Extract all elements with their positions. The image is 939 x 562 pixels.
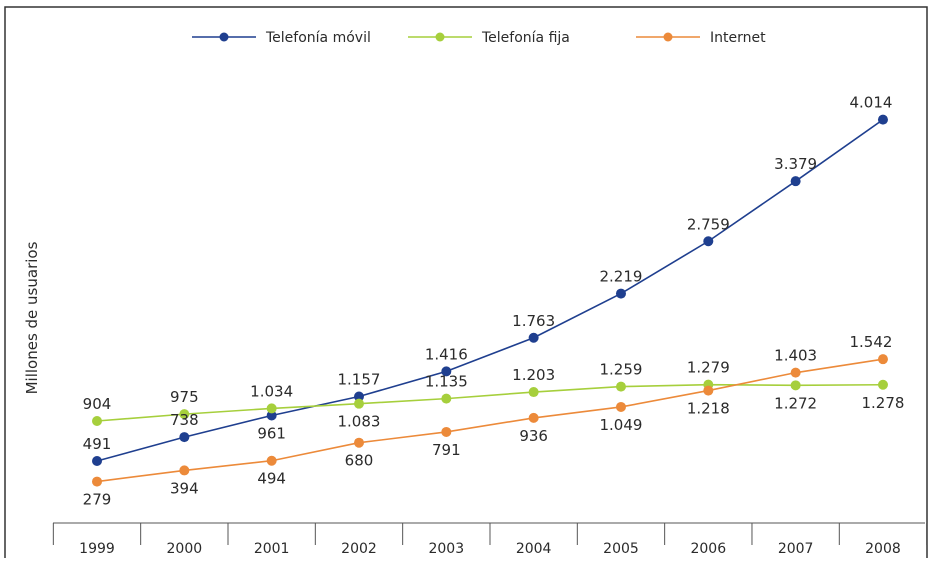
x-tick-label: 2008: [865, 541, 901, 557]
data-label: 961: [257, 424, 286, 442]
data-point: [877, 354, 888, 365]
data-point: [703, 236, 714, 247]
data-point: [615, 401, 626, 412]
data-point: [179, 432, 190, 443]
data-label: 791: [432, 441, 461, 459]
chart-border: [4, 6, 928, 562]
data-point: [92, 416, 102, 427]
data-point: [790, 380, 801, 391]
data-point: [441, 426, 452, 437]
legend-item: Internet: [636, 30, 766, 46]
x-tick-label: 2001: [254, 541, 290, 557]
x-tick-label: 2000: [167, 541, 203, 557]
data-point: [179, 465, 190, 476]
data-label: 491: [83, 435, 112, 453]
data-point: [92, 456, 102, 467]
legend-item: Telefonía móvil: [192, 30, 371, 46]
x-tick-label: 2005: [603, 541, 639, 557]
data-label: 1.049: [600, 416, 643, 434]
series-line: [96, 358, 884, 483]
data-label: 1.272: [774, 394, 817, 412]
data-point: [179, 409, 190, 420]
data-point: [441, 366, 452, 377]
series-group: [92, 354, 888, 487]
data-point: [877, 379, 888, 390]
series-group: [92, 379, 888, 427]
x-tick-label: 2004: [516, 541, 552, 557]
data-point: [441, 393, 452, 404]
data-label: 1.083: [338, 413, 381, 431]
data-point: [877, 114, 888, 125]
x-tick-label: 1999: [79, 541, 115, 557]
data-label: 4.014: [849, 94, 892, 112]
series-line: [96, 383, 883, 422]
data-label: 1.034: [250, 382, 293, 400]
data-label: 936: [519, 427, 548, 445]
data-point: [703, 385, 714, 396]
data-label: 1.403: [774, 347, 817, 365]
legend-marker: [219, 32, 229, 42]
legend-label: Internet: [710, 30, 766, 46]
data-point: [528, 412, 539, 423]
data-label: 1.278: [861, 394, 904, 412]
data-point: [353, 391, 364, 402]
data-point: [353, 398, 364, 409]
data-label: 1.135: [425, 373, 468, 391]
series-line: [96, 118, 884, 462]
data-label: 1.157: [338, 370, 381, 388]
data-point: [790, 176, 801, 187]
data-point: [353, 437, 364, 448]
data-label: 1.279: [687, 359, 730, 377]
x-tick-label: 2003: [428, 541, 464, 557]
legend-marker: [663, 32, 673, 42]
data-point: [528, 387, 539, 398]
data-point: [266, 403, 277, 414]
data-label: 394: [170, 479, 199, 497]
y-axis-title: Millones de usuarios: [23, 241, 41, 394]
data-label: 1.203: [512, 366, 555, 384]
data-label: 1.218: [687, 400, 730, 418]
series-group: [92, 114, 888, 467]
data-point: [528, 332, 539, 343]
x-tick-label: 2006: [690, 541, 726, 557]
legend-marker: [435, 32, 445, 42]
data-point: [92, 476, 102, 487]
x-tick-label: 2007: [778, 541, 814, 557]
data-label: 738: [170, 411, 199, 429]
data-point: [790, 367, 801, 378]
legend-label: Telefonía móvil: [265, 30, 371, 46]
x-tick-label: 2002: [341, 541, 377, 557]
legend-item: Telefonía fija: [408, 30, 570, 46]
data-label: 975: [170, 388, 199, 406]
data-label: 494: [257, 470, 286, 488]
data-point: [266, 455, 277, 466]
data-label: 680: [345, 452, 374, 470]
data-label: 3.379: [774, 155, 817, 173]
data-label: 2.219: [600, 268, 643, 286]
legend-label: Telefonía fija: [481, 30, 570, 46]
data-label: 2.759: [687, 215, 730, 233]
data-label: 1.259: [600, 361, 643, 379]
data-point: [266, 410, 277, 421]
data-label: 279: [83, 491, 112, 509]
data-label: 1.763: [512, 312, 555, 330]
data-label: 1.542: [849, 333, 892, 351]
data-point: [615, 288, 626, 299]
data-point: [615, 381, 626, 392]
data-label: 1.416: [425, 345, 468, 363]
data-label: 904: [83, 395, 112, 413]
